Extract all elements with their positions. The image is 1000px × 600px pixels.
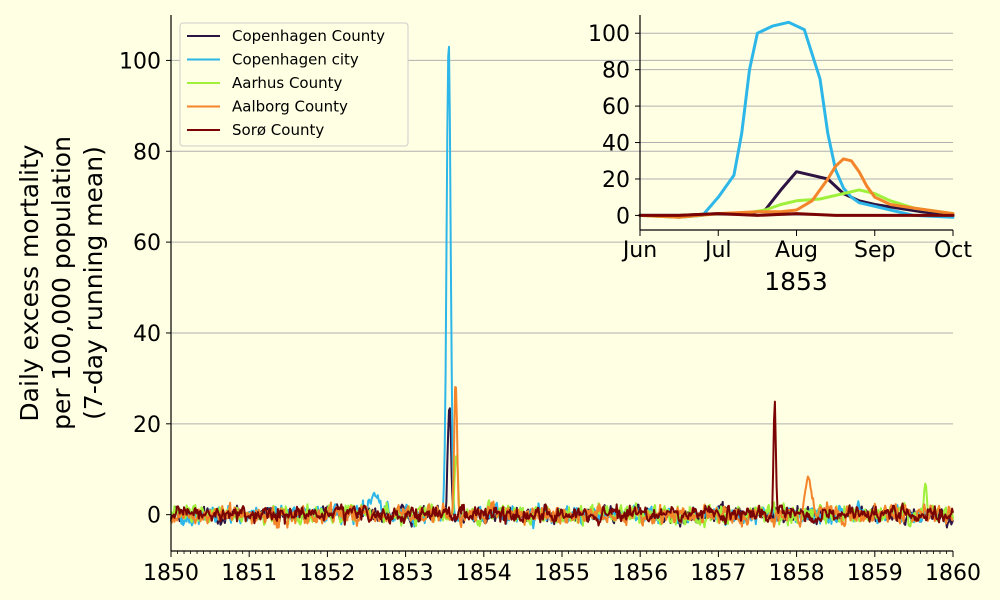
inset-x-tick-label: Sep: [854, 238, 895, 263]
legend-label-aalborg-county: Aalborg County: [232, 98, 348, 116]
y-axis-label-line-1: Daily excess mortality: [15, 144, 44, 421]
legend: Copenhagen County Copenhagen city Aarhus C…: [179, 22, 409, 147]
main-x-tick-label: 1851: [221, 561, 277, 586]
main-y-tick-label: 0: [147, 504, 161, 529]
inset-series-aalborg-county: [638, 157, 955, 219]
main-x-ticks: 1850 1851 1852 1853 1854 1855 1856 1857 1858 1859…: [143, 551, 981, 586]
legend-label-copenhagen-county: Copenhagen County: [232, 27, 385, 45]
inset-y-tick-label: 0: [616, 204, 630, 229]
inset-x-tick-label: Jul: [703, 238, 732, 263]
inset-y-tick-label: 100: [588, 22, 630, 47]
main-y-tick-label: 100: [119, 49, 161, 74]
inset-y-ticks: 0 20 40 60 80 100: [588, 22, 640, 229]
inset-y-tick-label: 80: [602, 59, 630, 84]
main-x-tick-label: 1856: [612, 561, 668, 586]
inset-x-tick-label: Aug: [775, 238, 818, 263]
y-axis-label-line-2: per 100,000 population: [47, 136, 76, 430]
legend-frame: [179, 22, 409, 147]
main-x-tick-label: 1859: [847, 561, 903, 586]
main-x-tick-label: 1853: [378, 561, 434, 586]
inset-series-sor-county: [638, 212, 955, 217]
inset-y-tick-label: 20: [602, 168, 630, 193]
inset-y-tick-label: 40: [602, 132, 630, 157]
main-x-tick-label: 1852: [299, 561, 355, 586]
main-x-tick-label: 1857: [690, 561, 746, 586]
legend-label-aarhus-county: Aarhus County: [232, 74, 342, 92]
inset-x-tick-label: Jun: [621, 238, 657, 263]
main-y-tick-label: 60: [133, 231, 161, 256]
main-y-ticks: 0 20 40 60 80 100: [119, 49, 171, 529]
main-y-tick-label: 40: [133, 322, 161, 347]
main-y-tick-label: 20: [133, 413, 161, 438]
inset-x-axis-label: 1853: [764, 267, 828, 296]
inset-x-tick-label: Oct: [934, 238, 972, 263]
main-y-tick-label: 80: [133, 140, 161, 165]
legend-label-sor-county: Sorø County: [232, 121, 324, 139]
inset-axes: [639, 15, 953, 231]
inset-x-ticks: Jun Jul Aug Sep Oct: [621, 230, 972, 263]
inset-series-copenhagen-city: [638, 20, 955, 219]
inset-chart: 0 20 40 60 80 100 Jun Jul Aug Sep Oct 1853: [588, 15, 972, 296]
y-axis-label-line-3: (7-day running mean): [79, 146, 108, 420]
inset-y-tick-label: 60: [602, 95, 630, 120]
legend-label-copenhagen-city: Copenhagen city: [232, 51, 359, 69]
main-series-aalborg-county: [170, 386, 954, 529]
main-x-tick-label: 1860: [925, 561, 981, 586]
main-x-tick-label: 1855: [534, 561, 590, 586]
main-x-tick-label: 1850: [143, 561, 199, 586]
main-x-tick-label: 1854: [456, 561, 512, 586]
inset-series-lines: [638, 20, 955, 219]
main-series-lines: [170, 45, 954, 530]
main-series-sor-county: [170, 400, 954, 527]
main-x-tick-label: 1858: [769, 561, 825, 586]
